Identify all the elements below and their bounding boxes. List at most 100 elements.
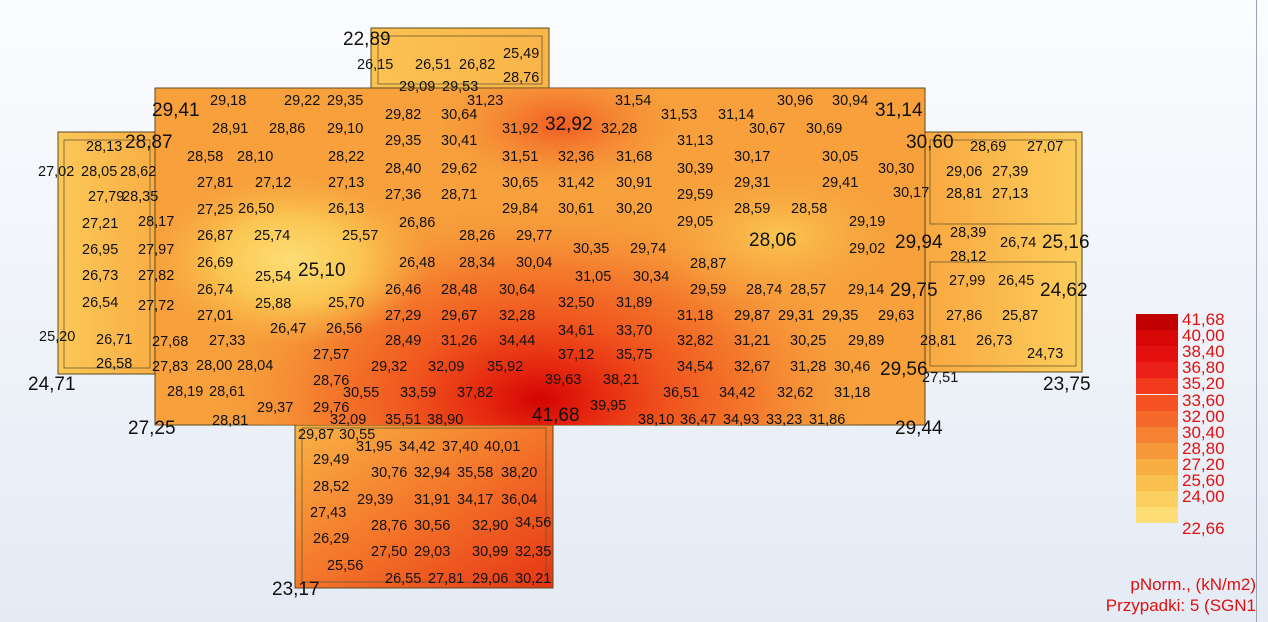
legend-row: 27,20	[1136, 454, 1266, 475]
value-label: 29,44	[895, 418, 943, 439]
value-label: 32,09	[330, 412, 366, 428]
legend-label: 33,60	[1182, 390, 1225, 410]
value-label: 27,13	[328, 175, 364, 191]
value-label: 29,37	[257, 400, 293, 416]
value-label: 30,99	[472, 544, 508, 560]
legend-swatch	[1136, 458, 1178, 475]
value-label: 26,15	[357, 57, 393, 73]
value-label: 28,40	[385, 161, 421, 177]
legend-label: 36,80	[1182, 358, 1225, 378]
value-label: 31,91	[414, 492, 450, 508]
value-label: 29,75	[890, 280, 938, 301]
legend-swatch	[1136, 507, 1178, 524]
value-label: 29,62	[441, 161, 477, 177]
value-label: 30,35	[573, 241, 609, 257]
legend-label: 38,40	[1182, 342, 1225, 362]
value-label: 29,41	[152, 100, 200, 121]
value-label: 34,93	[723, 412, 759, 428]
value-label: 30,65	[502, 175, 538, 191]
value-label: 24,62	[1040, 280, 1088, 301]
slab-top-part	[370, 27, 550, 89]
value-label: 29,84	[502, 201, 538, 217]
value-label: 28,06	[749, 230, 797, 251]
value-label: 38,90	[427, 412, 463, 428]
value-label: 25,10	[298, 260, 346, 281]
value-label: 26,73	[82, 268, 118, 284]
value-label: 30,91	[616, 175, 652, 191]
value-label: 30,69	[806, 121, 842, 137]
value-label: 31,23	[467, 93, 503, 109]
value-label: 34,17	[457, 492, 493, 508]
value-label: 28,57	[790, 282, 826, 298]
legend-label: 32,00	[1182, 406, 1225, 426]
value-label: 31,95	[356, 439, 392, 455]
value-label: 39,95	[590, 398, 626, 414]
value-label: 26,58	[96, 356, 132, 372]
value-label: 27,51	[922, 370, 958, 386]
legend-load-case: Przypadki: 5 (SGN1	[1105, 596, 1256, 615]
value-label: 35,75	[616, 347, 652, 363]
value-label: 24,71	[28, 374, 76, 395]
value-label: 29,82	[385, 107, 421, 123]
value-label: 30,30	[878, 161, 914, 177]
value-label: 29,14	[848, 282, 884, 298]
value-label: 31,86	[809, 412, 845, 428]
value-label: 26,29	[313, 531, 349, 547]
value-label: 26,51	[415, 57, 451, 73]
legend-label: 41,68	[1182, 310, 1225, 329]
value-label: 26,48	[399, 255, 435, 271]
value-label: 28,61	[209, 384, 245, 400]
value-label: 32,94	[414, 465, 450, 481]
value-label: 26,13	[328, 201, 364, 217]
legend-row: 25,60	[1136, 471, 1266, 492]
value-labels: 22,89 26,15 26,51 26,82 25,49 29,09 29,53 28,76…	[28, 29, 1091, 600]
value-label: 31,53	[661, 107, 697, 123]
value-label: 29,87	[734, 308, 770, 324]
value-label: 29,06	[946, 164, 982, 180]
legend-swatch	[1136, 314, 1178, 331]
slab-right-wing	[923, 131, 1083, 373]
legend-label: 27,20	[1182, 454, 1225, 474]
value-label: 28,58	[187, 149, 223, 165]
value-label: 28,87	[125, 132, 173, 153]
value-label: 28,87	[690, 256, 726, 272]
value-label: 31,14	[718, 107, 754, 123]
value-label: 30,39	[677, 161, 713, 177]
value-label: 29,56	[880, 359, 928, 380]
slab-inner-outline	[929, 261, 1077, 367]
value-label: 27,07	[1027, 139, 1063, 155]
value-label: 28,13	[86, 139, 122, 155]
value-label: 28,71	[441, 187, 477, 203]
value-label: 28,00	[196, 358, 232, 374]
value-label: 28,52	[313, 479, 349, 495]
value-label: 29,87	[298, 427, 334, 443]
legend-label: 25,60	[1182, 471, 1225, 490]
value-label: 30,61	[558, 201, 594, 217]
value-label: 29,77	[516, 228, 552, 244]
legend-label-min: 22,66	[1182, 519, 1225, 539]
value-label: 27,83	[152, 359, 188, 375]
value-label: 25,54	[255, 269, 291, 285]
legend-row: 35,20	[1136, 375, 1266, 395]
value-label: 31,51	[502, 149, 538, 165]
value-label: 25,49	[503, 46, 539, 62]
value-label: 31,28	[790, 359, 826, 375]
value-label: 30,76	[371, 465, 407, 481]
value-label: 25,88	[255, 296, 291, 312]
value-label: 26,74	[197, 282, 233, 298]
value-label: 32,36	[558, 149, 594, 165]
value-label: 32,92	[545, 114, 593, 135]
value-label: 28,34	[459, 255, 495, 271]
value-label: 29,31	[734, 175, 770, 191]
value-label: 30,64	[499, 282, 535, 298]
value-label: 27,25	[128, 418, 176, 439]
value-label: 28,91	[212, 121, 248, 137]
value-label: 28,58	[791, 201, 827, 217]
value-label: 28,76	[313, 373, 349, 389]
value-label: 31,05	[575, 269, 611, 285]
value-label: 31,18	[834, 385, 870, 401]
heat-cool-zone-right	[155, 88, 925, 425]
value-label: 27,86	[946, 308, 982, 324]
value-label: 29,19	[849, 214, 885, 230]
value-label: 33,23	[766, 412, 802, 428]
